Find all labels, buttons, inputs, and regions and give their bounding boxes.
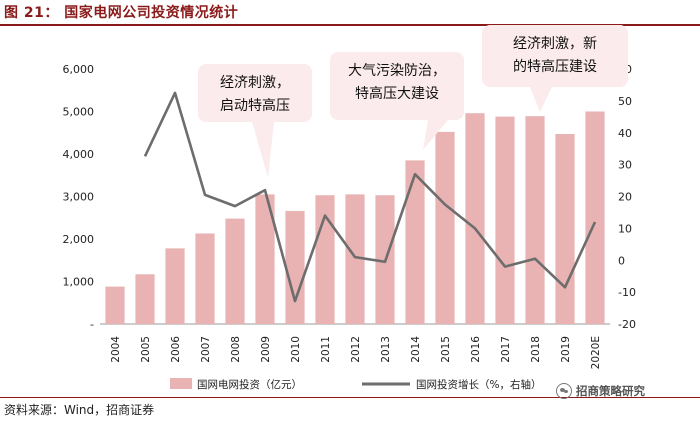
right-tick-label: 40: [618, 127, 632, 140]
right-tick-label: 30: [618, 159, 632, 172]
x-tick-label: 2018: [530, 336, 542, 363]
bar-2015: [435, 131, 455, 324]
bar-2019: [555, 134, 575, 324]
bar-2017: [495, 116, 515, 324]
x-tick-label: 2015: [440, 336, 452, 363]
bar-2014: [405, 160, 425, 324]
x-tick-label: 2020E: [590, 336, 602, 369]
bar-2010: [285, 210, 305, 324]
callout-line: 特高压大建设: [355, 85, 439, 102]
callout-line: 的特高压建设: [513, 58, 597, 75]
bar-2008: [225, 218, 245, 324]
line-series: [143, 91, 597, 303]
x-tick-label: 2016: [470, 336, 482, 363]
x-tick-label: 2006: [170, 336, 182, 363]
bar-2016: [465, 113, 485, 324]
left-tick-label: 6,000: [63, 63, 95, 76]
right-tick-label: 20: [618, 191, 632, 204]
x-tick-label: 2013: [380, 336, 392, 363]
legend: 国网电网投资（亿元） 国网投资增长（%，右轴）: [170, 378, 541, 391]
right-tick-label: 10: [618, 222, 632, 235]
callout-line: 经济刺激，新: [513, 35, 597, 52]
figure-title: 图 21： 国家电网公司投资情况统计: [4, 5, 239, 21]
legend-bar-swatch: [170, 378, 192, 389]
left-tick-label: -: [90, 318, 94, 331]
right-tick-label: -10: [618, 286, 636, 299]
x-tick-label: 2007: [200, 336, 212, 363]
bar-2005: [135, 274, 155, 324]
callout-box: [330, 52, 464, 120]
left-tick-label: 2,000: [63, 233, 95, 246]
bar-2004: [105, 286, 125, 324]
left-tick-label: 1,000: [63, 276, 95, 289]
bar-2009: [255, 194, 275, 324]
x-tick-label: 2014: [410, 336, 422, 363]
callout-box: [482, 25, 628, 87]
bar-2020E: [585, 111, 605, 324]
left-tick-label: 5,000: [63, 106, 95, 119]
x-tick-label: 2008: [230, 336, 242, 363]
bar-2012: [345, 194, 365, 324]
bottom-rule: [0, 397, 700, 398]
x-tick-label: 2004: [110, 336, 122, 363]
source-note: 资料来源：Wind，招商证券: [4, 403, 155, 417]
x-tick-label: 2012: [350, 336, 362, 363]
watermark: 招商策略研究: [556, 383, 645, 399]
callout-tail: [530, 87, 552, 112]
callout-line: 大气污染防治，: [348, 63, 446, 79]
callout-box: [198, 64, 312, 122]
left-tick-label: 3,000: [63, 191, 95, 204]
x-tick-label: 2005: [140, 336, 152, 363]
right-tick-label: 0: [618, 254, 625, 267]
x-tick-label: 2017: [500, 336, 512, 363]
right-tick-label: -20: [618, 318, 636, 331]
title-rule: [0, 24, 700, 26]
left-tick-label: 4,000: [63, 148, 95, 161]
bar-series: [105, 111, 605, 324]
bar-2007: [195, 233, 215, 324]
bar-2018: [525, 116, 545, 324]
x-tick-label: 2010: [290, 336, 302, 363]
callout-line: 启动特高压: [220, 97, 290, 114]
legend-line-label: 国网投资增长（%，右轴）: [416, 378, 541, 391]
x-tick-label: 2011: [320, 336, 332, 363]
callout-2009: 经济刺激， 启动特高压: [198, 64, 312, 178]
x-tick-label: 2009: [260, 336, 272, 363]
legend-bar-label: 国网电网投资（亿元）: [197, 378, 302, 391]
chart-axes: - 1,000 2,000 3,000 4,000 5,000 6,000 -20 -10 0 10…: [63, 63, 636, 369]
callout-tail: [423, 120, 448, 150]
right-tick-label: 50: [618, 95, 632, 108]
bar-2006: [165, 248, 185, 324]
wechat-icon: [556, 383, 572, 399]
watermark-text: 招商策略研究: [576, 384, 645, 398]
growth-line: [143, 91, 597, 303]
callout-line: 经济刺激，: [220, 74, 290, 91]
callout-tail: [252, 122, 274, 178]
x-tick-label: 2019: [560, 336, 572, 363]
investment-chart: - 1,000 2,000 3,000 4,000 5,000 6,000 -20 -10 0 10…: [63, 25, 636, 391]
callout-2014: 大气污染防治， 特高压大建设: [330, 52, 464, 150]
